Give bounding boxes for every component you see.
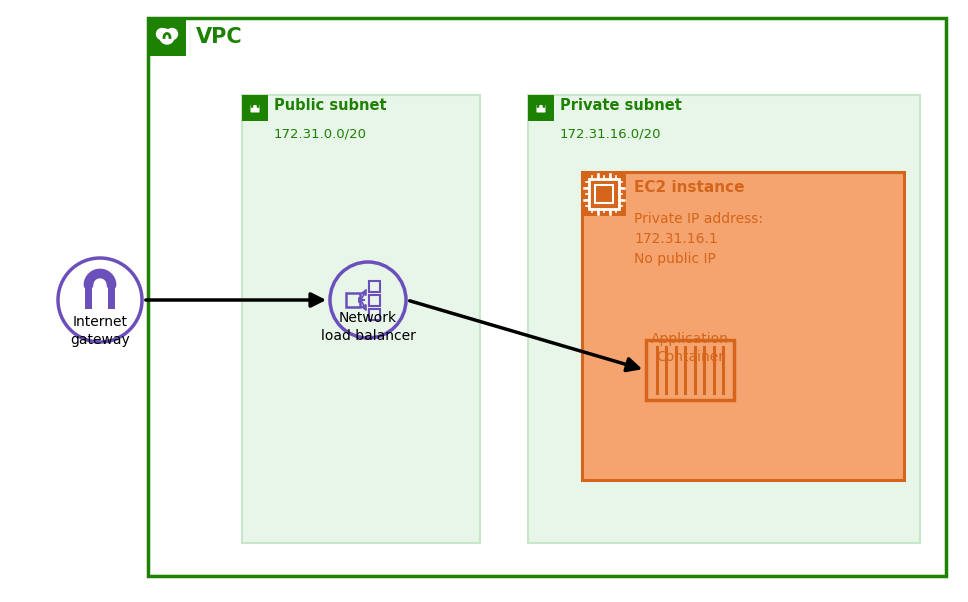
Text: 172.31.16.0/20: 172.31.16.0/20 — [560, 128, 661, 140]
Circle shape — [157, 28, 167, 40]
Text: Internet
gateway: Internet gateway — [70, 315, 130, 347]
Circle shape — [160, 30, 174, 44]
Text: Private IP address:: Private IP address: — [634, 212, 763, 226]
Text: 172.31.16.1: 172.31.16.1 — [634, 232, 717, 246]
Text: Public subnet: Public subnet — [274, 98, 386, 113]
Text: Network
load balancer: Network load balancer — [320, 311, 415, 343]
FancyBboxPatch shape — [148, 18, 946, 576]
Bar — [589, 179, 619, 209]
FancyBboxPatch shape — [148, 18, 186, 56]
FancyBboxPatch shape — [242, 95, 480, 543]
Bar — [85, 285, 92, 309]
Bar — [595, 185, 613, 203]
Text: Private subnet: Private subnet — [560, 98, 681, 113]
FancyBboxPatch shape — [536, 105, 546, 113]
Text: VPC: VPC — [196, 27, 243, 47]
Text: 172.31.0.0/20: 172.31.0.0/20 — [274, 128, 367, 140]
FancyBboxPatch shape — [163, 34, 171, 43]
Bar — [108, 285, 115, 309]
FancyBboxPatch shape — [528, 95, 554, 121]
FancyBboxPatch shape — [582, 172, 904, 480]
FancyBboxPatch shape — [582, 172, 626, 216]
Circle shape — [161, 29, 169, 37]
Text: No public IP: No public IP — [634, 252, 716, 266]
Circle shape — [166, 28, 177, 40]
FancyBboxPatch shape — [528, 95, 920, 543]
Text: EC2 instance: EC2 instance — [634, 181, 744, 196]
FancyBboxPatch shape — [251, 105, 259, 113]
Text: Application
Container: Application Container — [651, 332, 729, 364]
FancyBboxPatch shape — [242, 95, 268, 121]
